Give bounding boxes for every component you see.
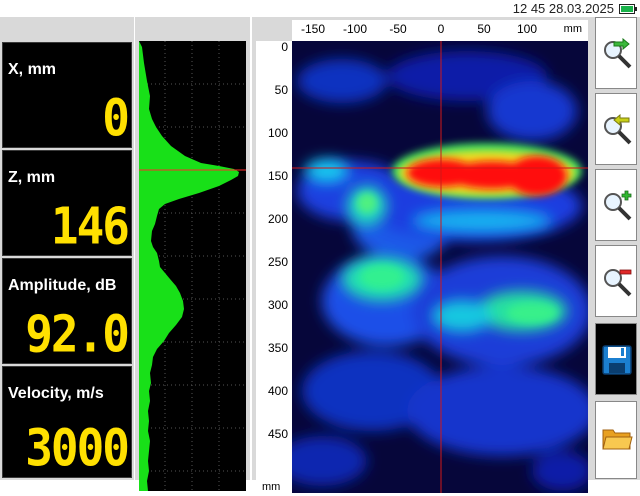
z-tick: 150: [267, 169, 288, 183]
z-tick: 250: [267, 255, 288, 269]
amplitude-profile-plot: [139, 41, 246, 491]
bscan-panel: -150 -100 -50 0 50 100 mm 0 50 100 150 2…: [252, 17, 592, 493]
amplitude-profile-panel: [135, 17, 250, 491]
readout-velocity-label: Velocity, m/s: [8, 385, 104, 402]
magnifier-minus-icon: [604, 269, 632, 297]
zoom-in-right-button[interactable]: [595, 17, 637, 89]
date: 28.03.2025: [548, 1, 614, 16]
amplitude-profile-curve: [139, 41, 239, 491]
z-tick: 0: [281, 40, 288, 54]
z-tick: 50: [274, 83, 288, 97]
readout-velocity: Velocity, m/s 3000: [2, 366, 132, 478]
floppy-disk-icon: [602, 345, 632, 375]
zoom-out-left-button[interactable]: [595, 93, 637, 165]
gain-minus-button[interactable]: [595, 245, 637, 317]
readout-velocity-value: 3000: [25, 418, 130, 478]
x-tick: -150: [300, 22, 326, 36]
x-unit: mm: [563, 23, 582, 35]
battery-icon: [619, 4, 637, 14]
datetime: 12 45 28.03.2025: [513, 1, 614, 16]
readout-z: Z, mm 146: [2, 150, 132, 256]
readout-amplitude-value: 92.0: [25, 304, 130, 364]
folder-icon: [602, 429, 633, 450]
magnifier-plus-icon: [604, 190, 632, 221]
x-axis: -150 -100 -50 0 50 100 mm: [292, 20, 588, 42]
magnifier-arrow-left-icon: [604, 114, 632, 145]
save-button[interactable]: [595, 323, 637, 395]
readout-z-value: 146: [50, 196, 130, 256]
z-unit: mm: [262, 481, 281, 493]
readout-amplitude: Amplitude, dB 92.0: [2, 258, 132, 364]
readout-amplitude-label: Amplitude, dB: [8, 277, 117, 294]
x-tick: 100: [516, 22, 538, 36]
z-tick: 350: [267, 341, 288, 355]
open-folder-button[interactable]: [595, 401, 637, 479]
readout-column: X, mm 0 Z, mm 146 Amplitude, dB 92.0 Vel…: [0, 17, 134, 480]
bscan-image[interactable]: [292, 41, 588, 493]
readout-x-value: 0: [102, 88, 130, 148]
z-tick: 200: [267, 212, 288, 226]
readout-x: X, mm 0: [2, 42, 132, 148]
readout-x-label: X, mm: [8, 61, 57, 78]
time: 12 45: [512, 1, 546, 16]
gain-plus-button[interactable]: [595, 169, 637, 241]
z-axis: 0 50 100 150 200 250 300 350 400 450 mm: [256, 40, 292, 493]
z-tick: 400: [267, 384, 288, 398]
x-tick: 50: [477, 22, 491, 36]
x-tick: -100: [342, 22, 368, 36]
x-tick: 0: [437, 22, 445, 36]
z-tick: 300: [267, 298, 288, 312]
z-tick: 450: [267, 427, 288, 441]
x-tick: -50: [389, 22, 407, 36]
z-tick: 100: [267, 126, 288, 140]
status-bar: 12 45 28.03.2025: [0, 0, 640, 17]
readout-z-label: Z, mm: [8, 169, 56, 186]
toolbar: [592, 17, 640, 480]
magnifier-arrow-right-icon: [604, 38, 632, 69]
amplitude-profile[interactable]: [139, 41, 246, 491]
